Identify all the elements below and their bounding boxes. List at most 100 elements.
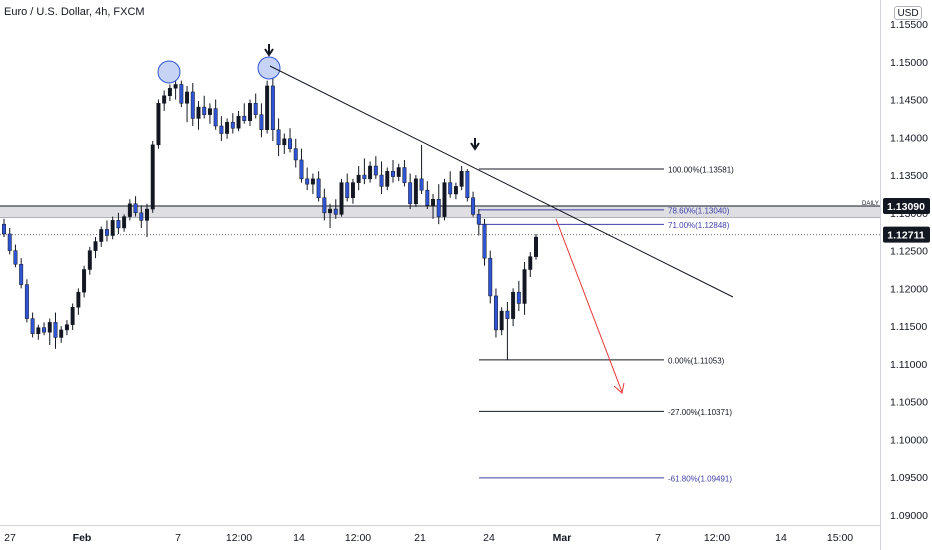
price-label: 1.13090 [887,201,925,213]
candle-body [356,174,361,183]
candle-body [213,108,218,127]
drawings-layer [157,44,734,394]
price-tick-label: 1.12000 [890,283,928,295]
candle-body [362,174,367,180]
down-arrow-icon [264,44,274,57]
time-tick-label: 14 [775,532,787,544]
candle-body [19,263,24,285]
fib-level-label: 0.00%(1.11053) [668,356,725,365]
candle-body [453,186,458,195]
candle-body [350,182,355,198]
candle-body [270,85,275,131]
candle-body [442,182,447,217]
candle-body [516,291,521,304]
candle-body [225,121,230,134]
candle-body [24,284,29,319]
candle-body [322,197,327,214]
candle-body [402,167,407,183]
swing-high-marker [257,56,281,80]
candle-body [522,269,527,304]
price-tick-label: 1.12500 [890,246,928,258]
candle-body [76,291,81,308]
candle-body [93,241,98,251]
down-arrow-icon [470,138,480,151]
candle-body [13,250,18,265]
time-tick-label: 7 [175,532,181,544]
candle-body [82,269,87,293]
candle-body [391,171,395,177]
descending-trendline [269,65,734,298]
candle-body [408,182,413,205]
projection-arrowhead [613,382,625,394]
candle-body [511,291,516,319]
fib-layer: 100.00%(1.13581) 78.60%(1.13040) 71.00%(1.… [479,165,734,483]
candle-body [116,220,121,229]
candle-body [173,84,178,89]
candle-body [333,208,338,215]
candle-body [425,189,430,206]
price-label-box [883,226,930,243]
candle-body [145,208,149,221]
candle-body [465,171,470,198]
candle-body [70,307,75,325]
candle-body [105,229,109,236]
candle-body [482,223,487,259]
price-tick-label: 1.15000 [890,57,928,69]
price-label-box [883,198,930,215]
fib-level-label: 78.60%(1.13040) [668,206,730,215]
candle-body [373,165,378,176]
candle-body [493,295,498,331]
fib-level-label: 71.00%(1.12848) [668,221,730,230]
candle-body [253,103,258,115]
candle-body [459,171,464,187]
candle-body [236,115,241,129]
candle-body [345,182,350,198]
time-tick-label: 15:00 [827,532,853,544]
candle-body [64,324,69,331]
candle-body [276,129,281,146]
candle-body [230,121,235,129]
candle-body [162,95,167,104]
candle-body [99,229,104,242]
price-tick-label: 1.15500 [890,19,928,31]
candle-body [196,106,201,119]
time-axis[interactable]: 27 Feb 7 12:00 14 12:00 21 24 Mar 7 12:00 14 15:00 [0,525,880,545]
time-tick-label: 27 [4,532,16,544]
candle-body [413,178,418,205]
candles-layer [2,65,538,361]
candle-body [528,256,533,270]
candle-body [282,138,287,146]
fib-level-label: -61.80%(1.09491) [668,474,732,483]
price-axis[interactable]: 1.15500 1.15000 1.14500 1.14000 1.13500 1.130… [880,0,931,550]
time-tick-label: Mar [553,532,572,544]
candle-body [305,178,310,185]
candle-body [534,236,538,257]
price-tick-label: 1.13500 [890,170,928,182]
price-tick-label: 1.10000 [890,434,928,446]
candle-body [133,203,138,214]
candle-body [59,329,64,338]
candle-body [30,318,35,334]
candle-body [219,125,224,134]
candle-body [431,198,435,206]
candle-body [2,223,6,235]
time-tick-label: 14 [293,532,305,544]
price-tick-label: 1.14000 [890,132,928,144]
candle-body [328,208,333,214]
candle-body [110,220,115,236]
candle-body [53,322,58,338]
candle-body [288,138,292,149]
time-tick-label: 7 [655,532,661,544]
candle-body [419,178,424,191]
candle-body [299,159,304,180]
chart-title: Euro / U.S. Dollar, 4h, FXCM [4,6,145,18]
time-tick-label: 12:00 [345,532,371,544]
candle-body [379,174,384,187]
candle-body [167,87,172,97]
candle-body [488,257,493,297]
candle-body [265,85,270,131]
candle-body [87,250,92,270]
price-label: 1.12711 [887,230,925,242]
currency-badge[interactable]: USD [894,6,922,20]
